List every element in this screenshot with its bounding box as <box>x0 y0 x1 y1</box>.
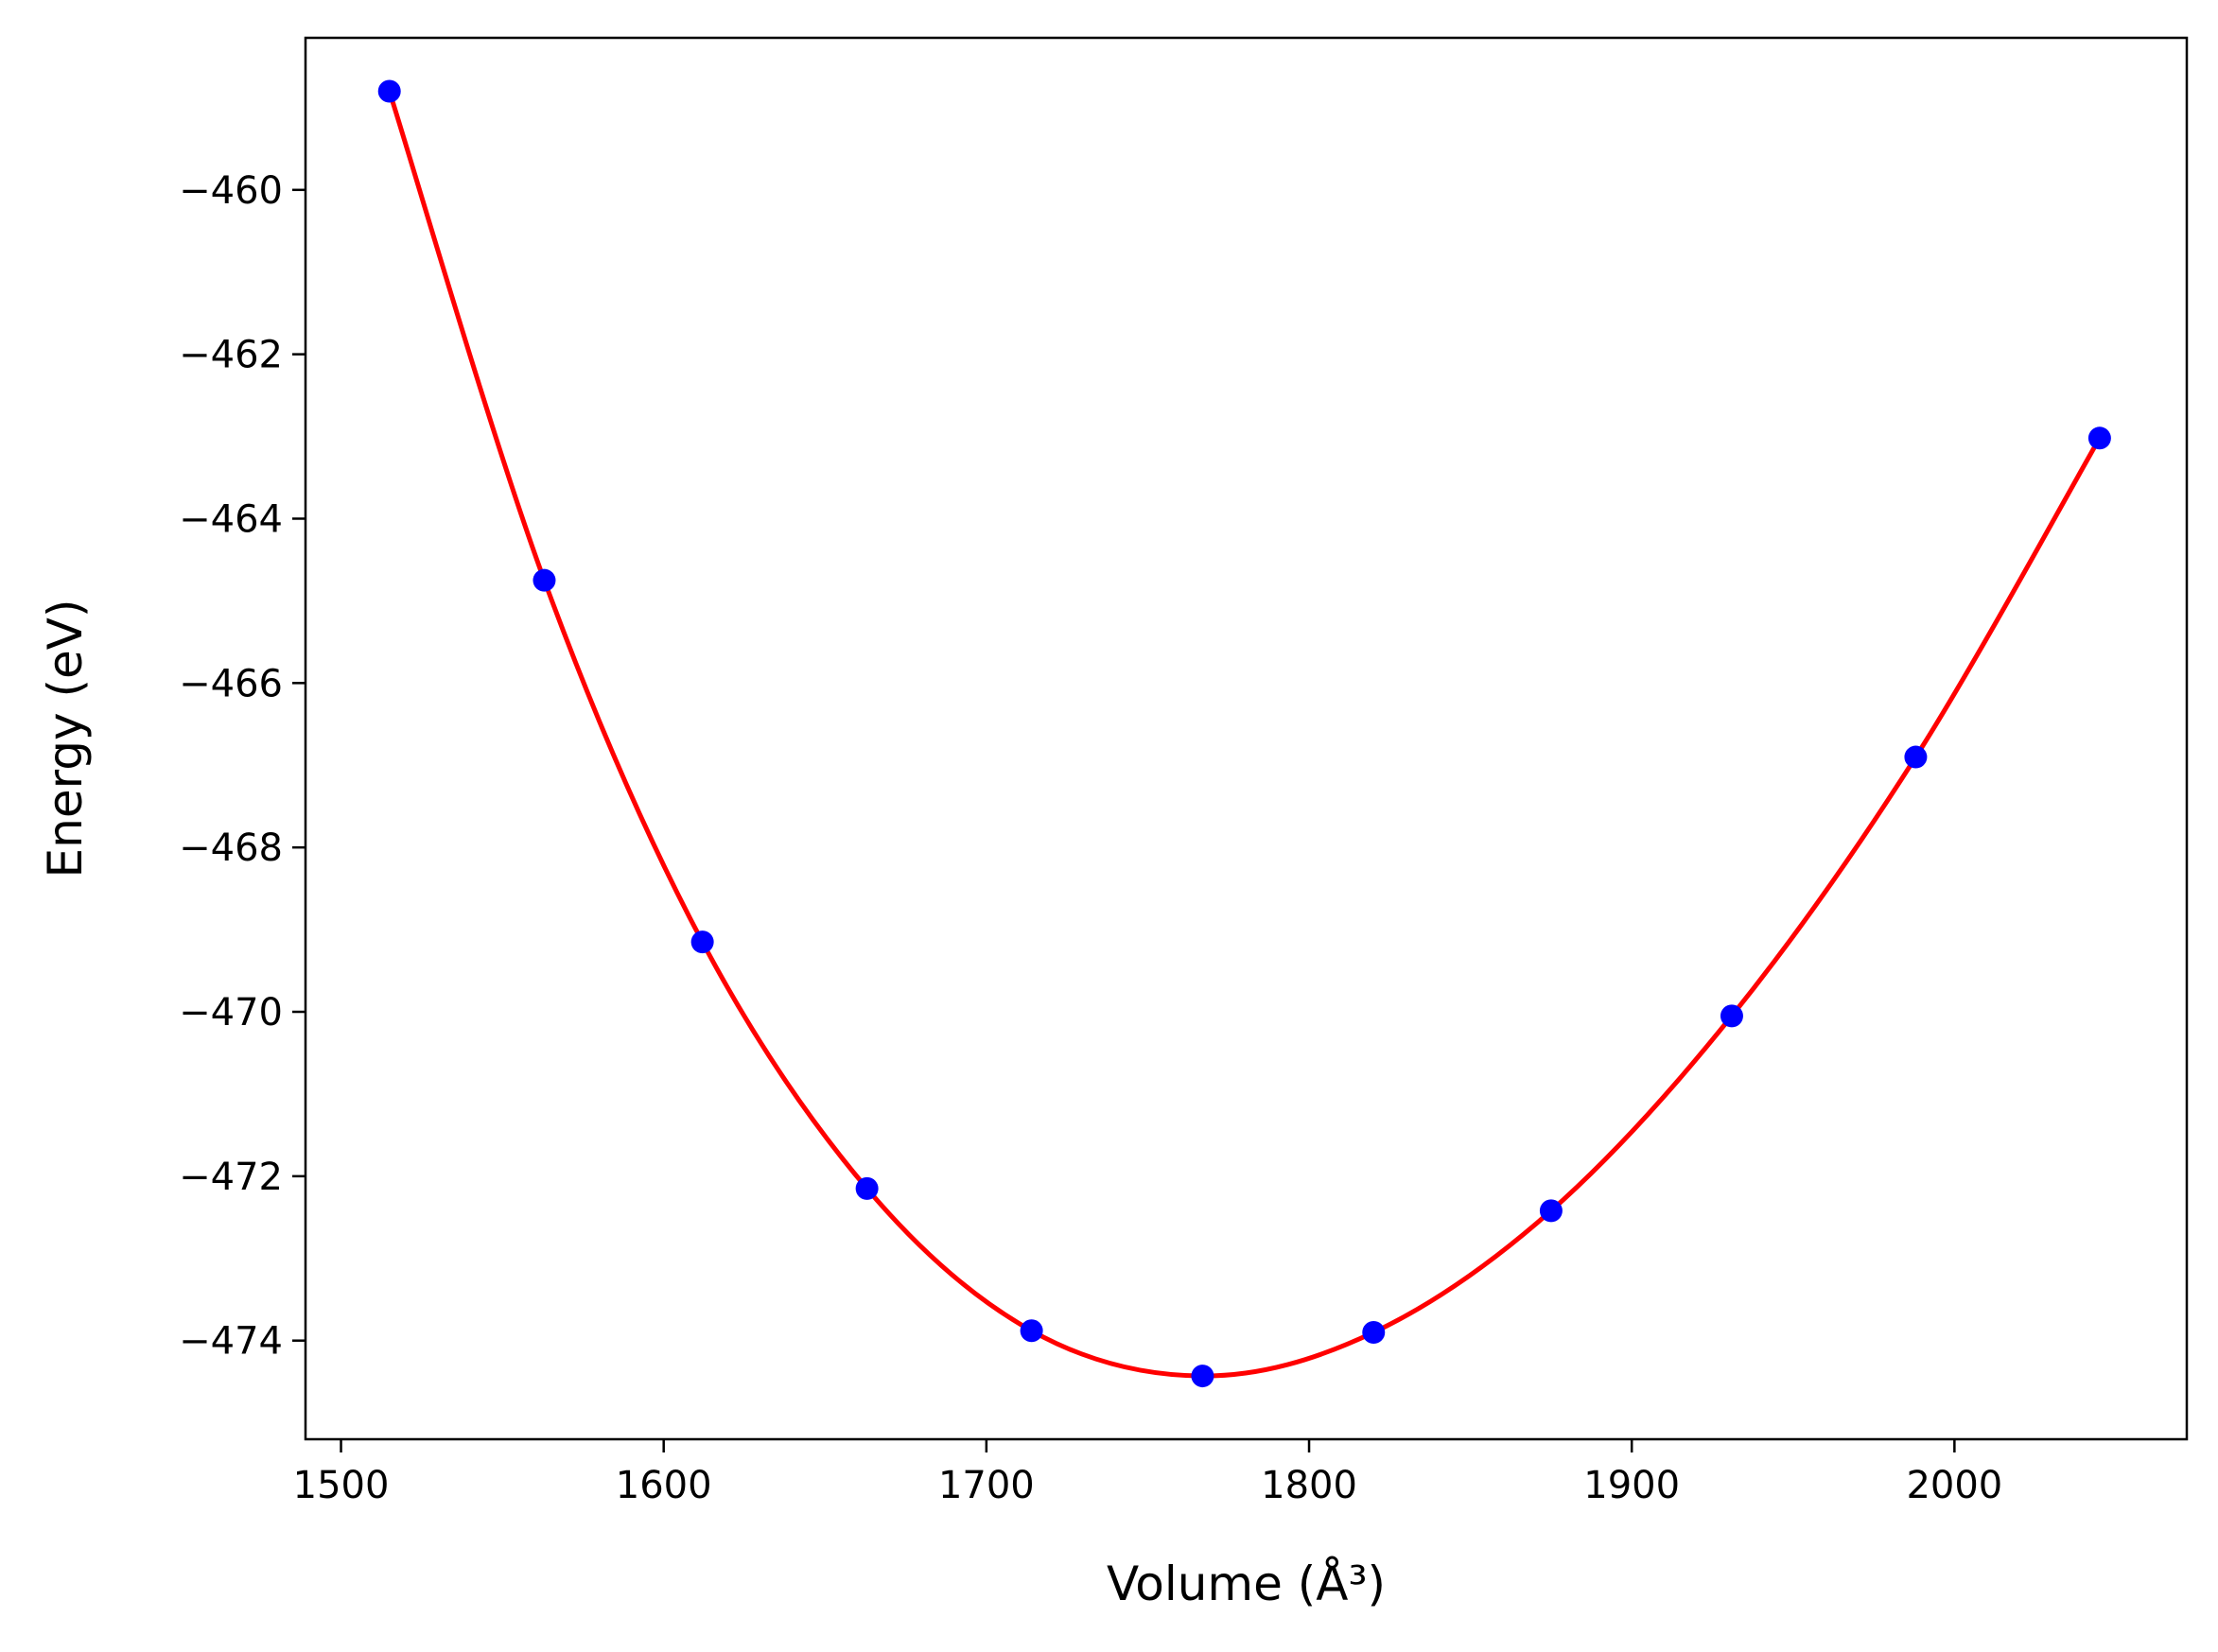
data-point <box>2087 426 2111 450</box>
plot-frame <box>304 36 2189 1441</box>
x-tick-label: 2000 <box>1906 1464 2002 1507</box>
y-axis-label: Energy (eV) <box>38 600 93 878</box>
y-axis: −460 −462 −464 −466 −468 −470 −472 −474 <box>179 169 306 1364</box>
y-tick-label: −470 <box>179 991 283 1035</box>
y-tick-label: −472 <box>179 1156 283 1199</box>
x-axis-label: Volume (Å³) <box>1107 1556 1386 1611</box>
y-tick-label: −460 <box>179 169 283 213</box>
x-tick-label: 1800 <box>1261 1464 1357 1507</box>
y-tick-label: −464 <box>179 497 283 541</box>
x-tick-label: 1500 <box>293 1464 390 1507</box>
x-axis: 1500 1600 1700 1800 1900 2000 <box>293 1439 2002 1507</box>
x-tick-label: 1700 <box>938 1464 1035 1507</box>
data-point <box>1362 1321 1386 1345</box>
data-point <box>1720 1004 1743 1028</box>
data-point <box>855 1176 879 1200</box>
x-tick-label: 1600 <box>616 1464 712 1507</box>
data-point <box>377 79 401 103</box>
data-point <box>690 930 714 954</box>
fit-curve <box>387 90 2103 1379</box>
data-point <box>1539 1199 1563 1223</box>
y-tick-label: −474 <box>179 1320 283 1364</box>
y-tick-label: −462 <box>179 334 283 377</box>
y-tick-label: −466 <box>179 662 283 705</box>
y-tick-label: −468 <box>179 826 283 870</box>
data-point <box>1904 745 1928 769</box>
x-tick-label: 1900 <box>1583 1464 1680 1507</box>
data-point <box>1191 1365 1214 1388</box>
data-point <box>533 568 556 592</box>
plot-area <box>377 79 2111 1388</box>
data-point <box>1020 1319 1043 1343</box>
